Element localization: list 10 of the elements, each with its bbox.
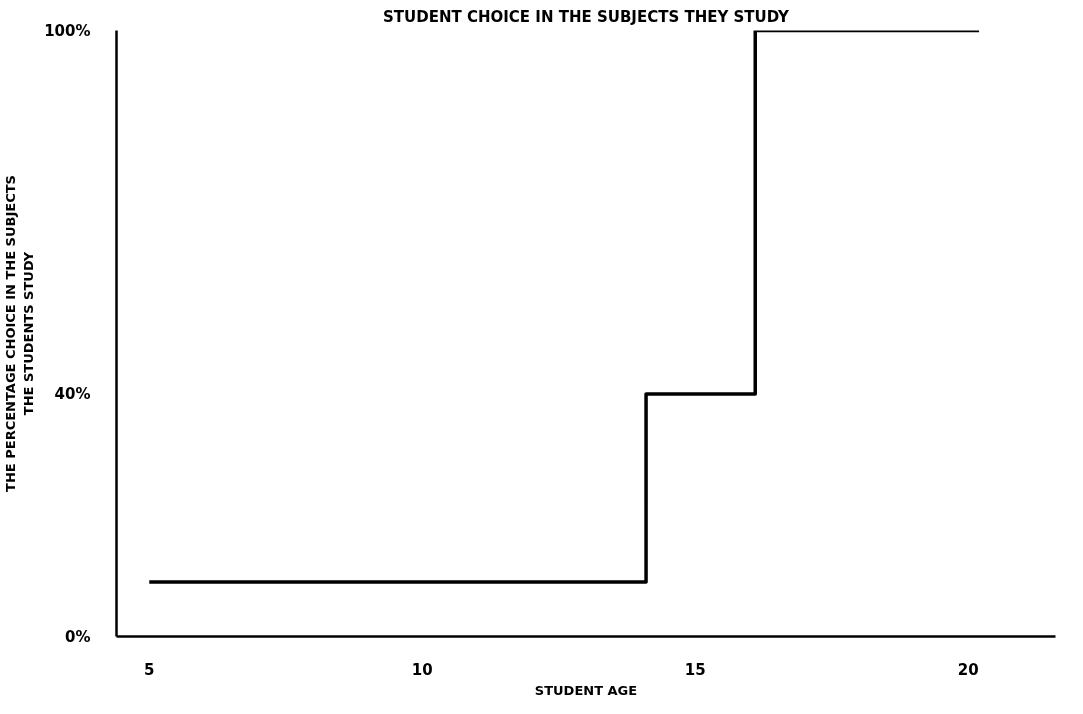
y-tick-label: 100% xyxy=(44,21,91,40)
y-axis-title: THE PERCENTAGE CHOICE IN THE SUBJECTS THE STUDENTS STUDY xyxy=(3,175,37,492)
y-tick-label: 0% xyxy=(65,627,91,646)
x-tick-label: 20 xyxy=(957,660,979,679)
y-tick-label: 40% xyxy=(54,385,91,404)
chart-title: STUDENT CHOICE IN THE SUBJECTS THEY STUDY xyxy=(383,7,791,26)
x-tick-label: 15 xyxy=(684,660,706,679)
x-axis-title: STUDENT AGE xyxy=(534,682,638,698)
x-tick-label: 5 xyxy=(144,660,155,679)
x-tick-label: 10 xyxy=(411,660,433,679)
